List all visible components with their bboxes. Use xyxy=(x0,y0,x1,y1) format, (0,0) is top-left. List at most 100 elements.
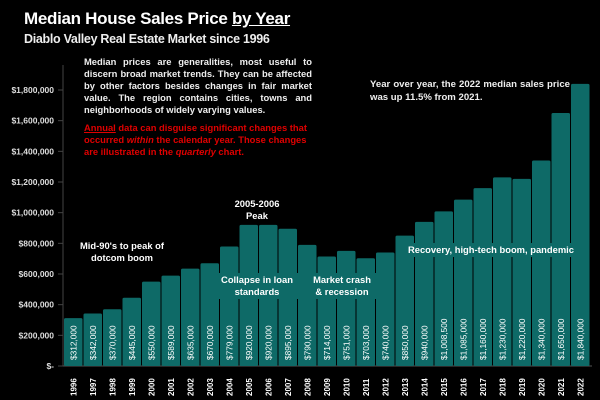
x-tick-label: 2011 xyxy=(362,378,371,396)
x-tick-label: 2003 xyxy=(206,378,215,396)
x-tick-label: 2002 xyxy=(186,378,195,396)
bar-2012 xyxy=(376,252,395,366)
data-label: $1,160,000 xyxy=(478,318,488,360)
bar-2021 xyxy=(551,113,570,366)
annotation-recovery: Recovery, high-tech boom, pandemic xyxy=(400,243,582,257)
yoy-note: Year over year, the 2022 median sales pr… xyxy=(370,79,570,103)
y-tick-label: $1,000,000 xyxy=(11,208,54,218)
data-label: $312,000 xyxy=(68,325,78,360)
bar-2020 xyxy=(532,160,551,366)
y-tick-label: $600,000 xyxy=(19,269,55,279)
x-tick-label: 2012 xyxy=(381,378,390,396)
bar-2002 xyxy=(181,268,200,366)
data-label: $635,000 xyxy=(185,325,195,360)
x-tick-label: 2010 xyxy=(342,378,351,396)
bar-2019 xyxy=(512,178,531,366)
x-tick-label: 2007 xyxy=(284,378,293,396)
x-tick-label: 1997 xyxy=(89,378,98,396)
y-tick-label: $- xyxy=(46,361,54,371)
bar-2016 xyxy=(454,199,473,366)
y-tick-label: $1,400,000 xyxy=(11,146,54,156)
bar-2014 xyxy=(415,221,434,366)
x-tick-label: 2021 xyxy=(557,378,566,396)
warn-text-1: data can disguise significant changes th… xyxy=(84,122,307,145)
x-tick-label: 2015 xyxy=(440,378,449,396)
data-label: $670,000 xyxy=(205,325,215,360)
data-label: $1,840,000 xyxy=(575,318,585,360)
data-label: $1,340,000 xyxy=(536,318,546,360)
bar-1999 xyxy=(122,297,141,366)
data-label: $589,000 xyxy=(166,325,176,360)
y-tick-label: $1,600,000 xyxy=(11,116,54,126)
bar-2022 xyxy=(571,83,590,366)
x-tick-label: 2005 xyxy=(245,378,254,396)
x-tick-label: 2017 xyxy=(479,378,488,396)
x-tick-label: 1996 xyxy=(69,378,78,396)
x-tick-label: 2014 xyxy=(420,378,429,396)
warn-annual: Annual xyxy=(84,122,116,133)
bar-2017 xyxy=(473,188,492,366)
title-emphasis: by Year xyxy=(231,9,291,28)
title-main: Median House Sales Price xyxy=(24,9,232,28)
y-tick-label: $200,000 xyxy=(19,330,55,340)
x-tick-label: 2001 xyxy=(167,378,176,396)
info-note: Median prices are generalities, most use… xyxy=(84,56,312,115)
warn-within: within xyxy=(126,134,154,145)
annotation-dotcom: Mid-90's to peak of dotcom boom xyxy=(79,240,164,263)
y-tick-label: $1,200,000 xyxy=(11,177,54,187)
x-tick-label: 2018 xyxy=(498,378,507,396)
data-label: $940,000 xyxy=(419,325,429,360)
data-label: $1,230,000 xyxy=(497,318,507,360)
data-label: $1,220,000 xyxy=(517,318,527,360)
data-label: $445,000 xyxy=(127,325,137,360)
bar-2000 xyxy=(142,281,161,366)
bar-2018 xyxy=(493,177,512,366)
chart-subtitle: Diablo Valley Real Estate Market since 1… xyxy=(24,32,270,46)
data-label: $920,000 xyxy=(263,325,273,360)
annotation-crash: Market crash & recession xyxy=(306,273,378,299)
x-tick-label: 2000 xyxy=(147,378,156,396)
bar-2001 xyxy=(161,275,180,366)
x-tick-label: 1999 xyxy=(128,378,137,396)
data-label: $703,000 xyxy=(361,325,371,360)
data-label: $342,000 xyxy=(88,325,98,360)
annotation-collapse: Collapse in loan standards xyxy=(214,273,300,299)
data-label: $895,000 xyxy=(283,325,293,360)
data-label: $1,650,000 xyxy=(556,318,566,360)
chart-title: Median House Sales Price by Year xyxy=(24,9,290,29)
bar-1998 xyxy=(103,309,122,366)
bar-1996 xyxy=(64,318,83,366)
bar-2013 xyxy=(395,235,414,366)
data-label: $751,000 xyxy=(341,325,351,360)
x-tick-label: 2022 xyxy=(576,378,585,396)
x-tick-label: 2004 xyxy=(225,378,234,396)
data-label: $790,000 xyxy=(302,325,312,360)
data-label: $370,000 xyxy=(107,325,117,360)
data-label: $550,000 xyxy=(146,325,156,360)
x-tick-label: 1998 xyxy=(108,378,117,396)
data-label: $850,000 xyxy=(400,325,410,360)
data-label: $920,000 xyxy=(244,325,254,360)
notes-panel: Median prices are generalities, most use… xyxy=(84,56,312,158)
x-tick-label: 2006 xyxy=(264,378,273,396)
y-tick-label: $400,000 xyxy=(19,300,55,310)
data-label: $779,000 xyxy=(224,325,234,360)
x-tick-label: 2013 xyxy=(401,378,410,396)
warn-quarterly: quarterly xyxy=(175,146,216,157)
bar-1997 xyxy=(83,313,102,366)
data-label: $1,085,000 xyxy=(458,318,468,360)
warning-note: Annual data can disguise significant cha… xyxy=(84,122,312,158)
x-tick-label: 2020 xyxy=(537,378,546,396)
x-tick-label: 2009 xyxy=(323,378,332,396)
x-tick-label: 2019 xyxy=(518,378,527,396)
data-label: $714,000 xyxy=(322,325,332,360)
annotation-peak: 2005-2006 Peak xyxy=(234,198,280,221)
warn-text-2: the calendar year. Those changes are ill… xyxy=(84,134,307,157)
data-label: $740,000 xyxy=(380,325,390,360)
y-tick-label: $1,800,000 xyxy=(11,85,54,95)
data-label: $1,008,500 xyxy=(439,318,449,360)
warn-text-3: chart. xyxy=(215,146,244,157)
x-tick-label: 2016 xyxy=(459,378,468,396)
y-tick-label: $800,000 xyxy=(19,238,55,248)
